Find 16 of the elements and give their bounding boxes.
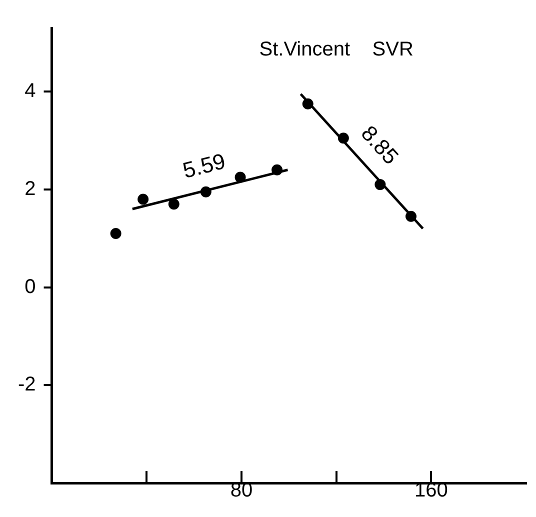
point	[374, 179, 386, 190]
point	[168, 198, 180, 210]
y-tick-label: 0	[24, 276, 36, 298]
y-tick-label: -2	[18, 374, 36, 396]
point	[234, 172, 246, 183]
point	[272, 164, 283, 176]
y-tick-label: 2	[24, 178, 36, 200]
point	[138, 194, 149, 205]
point	[338, 132, 349, 144]
point	[302, 98, 314, 110]
point	[110, 228, 122, 239]
annotation: 5.59	[180, 148, 228, 184]
point	[200, 186, 212, 198]
y-tick-label: 4	[24, 80, 36, 102]
point	[406, 210, 417, 222]
text: St.Vincent SVR	[259, 38, 414, 61]
